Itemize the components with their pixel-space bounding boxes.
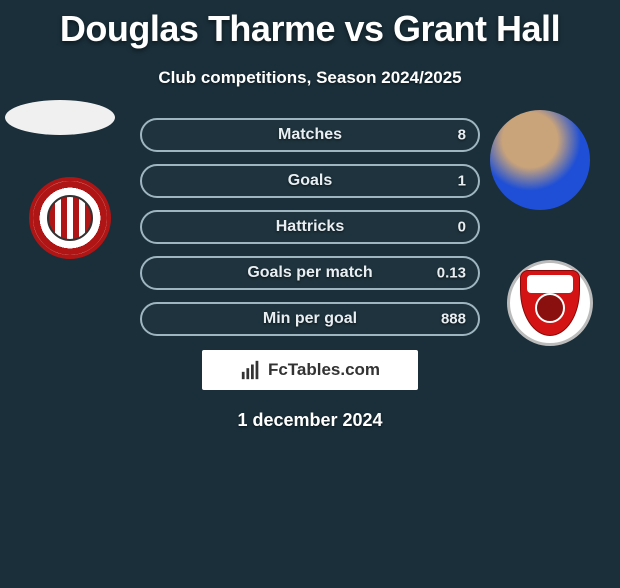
stat-row: Hattricks 0	[140, 210, 480, 244]
swindon-crest-icon	[507, 260, 593, 346]
stat-right-value: 0	[458, 219, 466, 236]
stat-row: Min per goal 888	[140, 302, 480, 336]
stat-right-value: 1	[458, 173, 466, 190]
stat-label: Goals per match	[247, 264, 372, 282]
stat-row: Matches 8	[140, 118, 480, 152]
stat-label: Min per goal	[263, 310, 357, 328]
bar-chart-icon	[240, 359, 262, 381]
page-title: Douglas Tharme vs Grant Hall	[0, 8, 620, 50]
stat-row: Goals 1	[140, 164, 480, 198]
stat-label: Hattricks	[276, 218, 344, 236]
player-right-club-crest	[500, 258, 600, 348]
player-right-photo	[490, 110, 590, 210]
stat-label: Goals	[288, 172, 332, 190]
page-subtitle: Club competitions, Season 2024/2025	[0, 68, 620, 88]
stats-table: Matches 8 Goals 1 Hattricks 0 Goals per …	[140, 118, 480, 336]
stat-right-value: 0.13	[437, 265, 466, 282]
attribution-text: FcTables.com	[268, 360, 380, 380]
comparison-area: Matches 8 Goals 1 Hattricks 0 Goals per …	[0, 118, 620, 431]
comparison-date: 1 december 2024	[0, 410, 620, 431]
stat-label: Matches	[278, 126, 342, 144]
stat-right-value: 888	[441, 311, 466, 328]
stat-row: Goals per match 0.13	[140, 256, 480, 290]
stat-right-value: 8	[458, 127, 466, 144]
accrington-crest-icon	[29, 177, 111, 259]
player-left-club-crest	[20, 173, 120, 263]
attribution-badge: FcTables.com	[202, 350, 418, 390]
player-left-photo	[5, 100, 115, 135]
